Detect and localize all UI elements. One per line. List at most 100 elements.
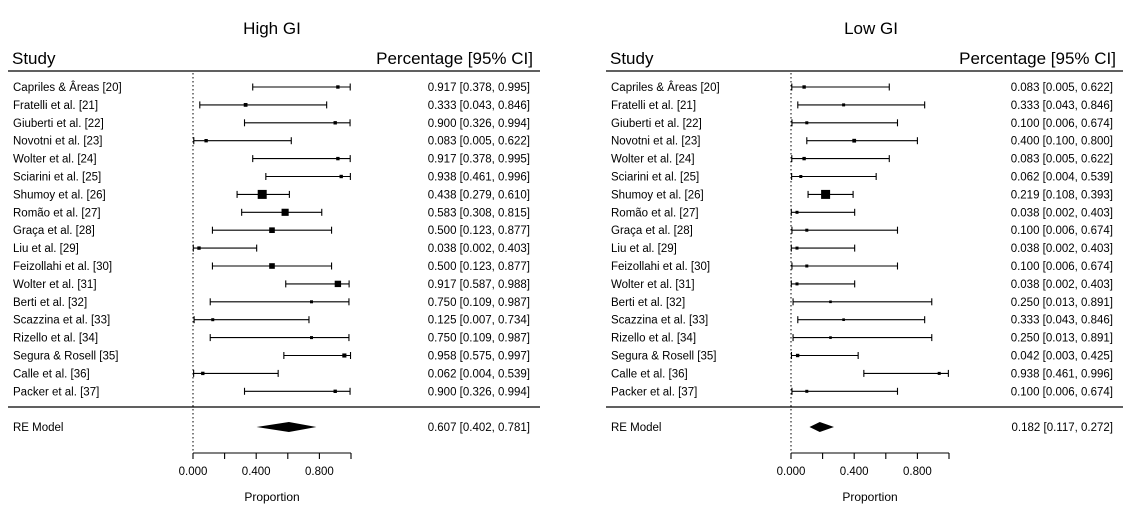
summary-label: RE Model bbox=[611, 422, 662, 434]
study-row: Feizollahi et al. [30] 0.500 [0.123, 0.87… bbox=[13, 261, 530, 273]
point-estimate-square bbox=[829, 336, 832, 339]
point-estimate-square bbox=[795, 246, 799, 250]
x-tick-label: 0.800 bbox=[903, 466, 932, 478]
study-label: Rizello et al. [34] bbox=[13, 333, 98, 345]
study-label: Packer et al. [37] bbox=[611, 386, 697, 398]
point-estimate-square bbox=[799, 175, 803, 178]
x-tick-label: 0.000 bbox=[777, 466, 806, 478]
point-estimate-square bbox=[333, 389, 337, 393]
study-label: Calle et al. [36] bbox=[611, 368, 688, 380]
study-label: Sciarini et al. [25] bbox=[13, 172, 101, 184]
ci-value-label: 0.333 [0.043, 0.846] bbox=[428, 100, 530, 112]
point-estimate-square bbox=[243, 103, 248, 107]
x-tick-label: 0.400 bbox=[840, 466, 869, 478]
point-estimate-square bbox=[795, 210, 799, 214]
point-estimate-square bbox=[842, 318, 845, 322]
ci-value-label: 0.250 [0.013, 0.891] bbox=[1011, 297, 1113, 309]
ci-value-label: 0.083 [0.005, 0.622] bbox=[1011, 82, 1113, 94]
x-axis: 0.000 0.400 0.800 Proportion bbox=[777, 452, 950, 504]
point-estimate-square bbox=[334, 280, 342, 288]
point-estimate-square bbox=[201, 371, 205, 376]
ci-column-header: Percentage [95% CI] bbox=[376, 49, 533, 68]
study-row: Wolter et al. [31] 0.038 [0.002, 0.403] bbox=[611, 279, 1113, 291]
point-estimate-square bbox=[257, 189, 267, 199]
ci-value-label: 0.038 [0.002, 0.403] bbox=[1011, 279, 1113, 291]
point-estimate-square bbox=[937, 371, 941, 375]
x-axis: 0.000 0.400 0.800 Proportion bbox=[179, 452, 352, 504]
ci-value-label: 0.900 [0.326, 0.994] bbox=[428, 118, 530, 130]
study-label: Feizollahi et al. [30] bbox=[13, 261, 112, 273]
point-estimate-square bbox=[795, 282, 799, 286]
study-row: Calle et al. [36] 0.062 [0.004, 0.539] bbox=[13, 368, 530, 380]
study-label: Novotni et al. [23] bbox=[611, 136, 701, 148]
ci-value-label: 0.500 [0.123, 0.877] bbox=[428, 225, 530, 237]
study-label: Shumoy et al. [26] bbox=[13, 189, 106, 201]
point-estimate-square bbox=[852, 138, 857, 143]
point-estimate-square bbox=[269, 263, 275, 269]
study-row: Sciarini et al. [25] 0.062 [0.004, 0.539] bbox=[611, 172, 1113, 184]
study-row: Novotni et al. [23] 0.400 [0.100, 0.800] bbox=[611, 136, 1113, 148]
ci-value-label: 0.062 [0.004, 0.539] bbox=[428, 368, 530, 380]
study-label: Liu et al. [29] bbox=[13, 243, 79, 255]
study-row: Novotni et al. [23] 0.083 [0.005, 0.622] bbox=[13, 136, 530, 148]
point-estimate-square bbox=[802, 85, 806, 89]
study-label: Liu et al. [29] bbox=[611, 243, 677, 255]
study-label: Graça et al. [28] bbox=[611, 225, 693, 237]
study-row: Giuberti et al. [22] 0.900 [0.326, 0.994] bbox=[13, 118, 530, 130]
study-label: Giuberti et al. [22] bbox=[611, 118, 702, 130]
study-label: Scazzina et al. [33] bbox=[611, 315, 708, 327]
study-label: Segura & Rosell [35] bbox=[611, 351, 716, 363]
study-label: Romão et al. [27] bbox=[611, 207, 699, 219]
ci-value-label: 0.219 [0.108, 0.393] bbox=[1011, 189, 1113, 201]
x-tick-label: 0.800 bbox=[305, 466, 334, 478]
summary-ci-label: 0.182 [0.117, 0.272] bbox=[1012, 422, 1113, 434]
chart-title: Low GI bbox=[844, 19, 898, 38]
study-row: Berti et al. [32] 0.750 [0.109, 0.987] bbox=[13, 297, 530, 309]
x-axis-label: Proportion bbox=[244, 490, 299, 504]
study-row: Graça et al. [28] 0.100 [0.006, 0.674] bbox=[611, 225, 1113, 237]
study-row: Wolter et al. [31] 0.917 [0.587, 0.988] bbox=[13, 279, 530, 291]
study-row: Packer et al. [37] 0.900 [0.326, 0.994] bbox=[13, 386, 530, 398]
point-estimate-square bbox=[211, 318, 215, 322]
ci-value-label: 0.917 [0.587, 0.988] bbox=[428, 279, 530, 291]
point-estimate-square bbox=[269, 227, 275, 234]
study-row: Romão et al. [27] 0.583 [0.308, 0.815] bbox=[13, 207, 530, 219]
study-label: Wolter et al. [24] bbox=[13, 154, 97, 166]
ci-value-label: 0.042 [0.003, 0.425] bbox=[1011, 351, 1113, 363]
ci-value-label: 0.083 [0.005, 0.622] bbox=[1011, 154, 1113, 166]
study-column-header: Study bbox=[12, 49, 56, 68]
chart-title: High GI bbox=[243, 19, 301, 38]
study-row: Shumoy et al. [26] 0.438 [0.279, 0.610] bbox=[13, 189, 530, 201]
summary-diamond bbox=[256, 422, 317, 432]
point-estimate-square bbox=[802, 156, 806, 161]
study-row: Scazzina et al. [33] 0.125 [0.007, 0.734] bbox=[13, 315, 530, 327]
study-row: Feizollahi et al. [30] 0.100 [0.006, 0.67… bbox=[611, 261, 1113, 273]
study-row: Fratelli et al. [21] 0.333 [0.043, 0.846] bbox=[13, 100, 530, 112]
study-label: Rizello et al. [34] bbox=[611, 333, 696, 345]
study-row: Rizello et al. [34] 0.250 [0.013, 0.891] bbox=[611, 333, 1113, 345]
study-label: Giuberti et al. [22] bbox=[13, 118, 104, 130]
ci-value-label: 0.583 [0.308, 0.815] bbox=[428, 207, 530, 219]
ci-value-label: 0.750 [0.109, 0.987] bbox=[428, 297, 530, 309]
point-estimate-square bbox=[310, 336, 313, 340]
study-label: Romão et al. [27] bbox=[13, 207, 101, 219]
study-label: Calle et al. [36] bbox=[13, 368, 90, 380]
ci-value-label: 0.938 [0.461, 0.996] bbox=[428, 172, 530, 184]
summary-row: RE Model 0.607 [0.402, 0.781] bbox=[13, 422, 530, 434]
ci-value-label: 0.938 [0.461, 0.996] bbox=[1011, 368, 1113, 380]
ci-value-label: 0.100 [0.006, 0.674] bbox=[1011, 118, 1113, 130]
point-estimate-square bbox=[333, 121, 337, 125]
point-estimate-square bbox=[336, 85, 340, 89]
study-label: Fratelli et al. [21] bbox=[611, 100, 696, 112]
ci-value-label: 0.900 [0.326, 0.994] bbox=[428, 386, 530, 398]
study-row: Packer et al. [37] 0.100 [0.006, 0.674] bbox=[611, 386, 1113, 398]
ci-column-header: Percentage [95% CI] bbox=[959, 49, 1116, 68]
study-row: Liu et al. [29] 0.038 [0.002, 0.403] bbox=[13, 243, 530, 255]
study-label: Segura & Rosell [35] bbox=[13, 351, 118, 363]
ci-value-label: 0.917 [0.378, 0.995] bbox=[428, 154, 530, 166]
ci-value-label: 0.038 [0.002, 0.403] bbox=[428, 243, 530, 255]
study-label: Wolter et al. [31] bbox=[611, 279, 695, 291]
study-label: Wolter et al. [24] bbox=[611, 154, 695, 166]
study-row: Romão et al. [27] 0.038 [0.002, 0.403] bbox=[611, 207, 1113, 219]
study-row: Shumoy et al. [26] 0.219 [0.108, 0.393] bbox=[611, 189, 1113, 201]
